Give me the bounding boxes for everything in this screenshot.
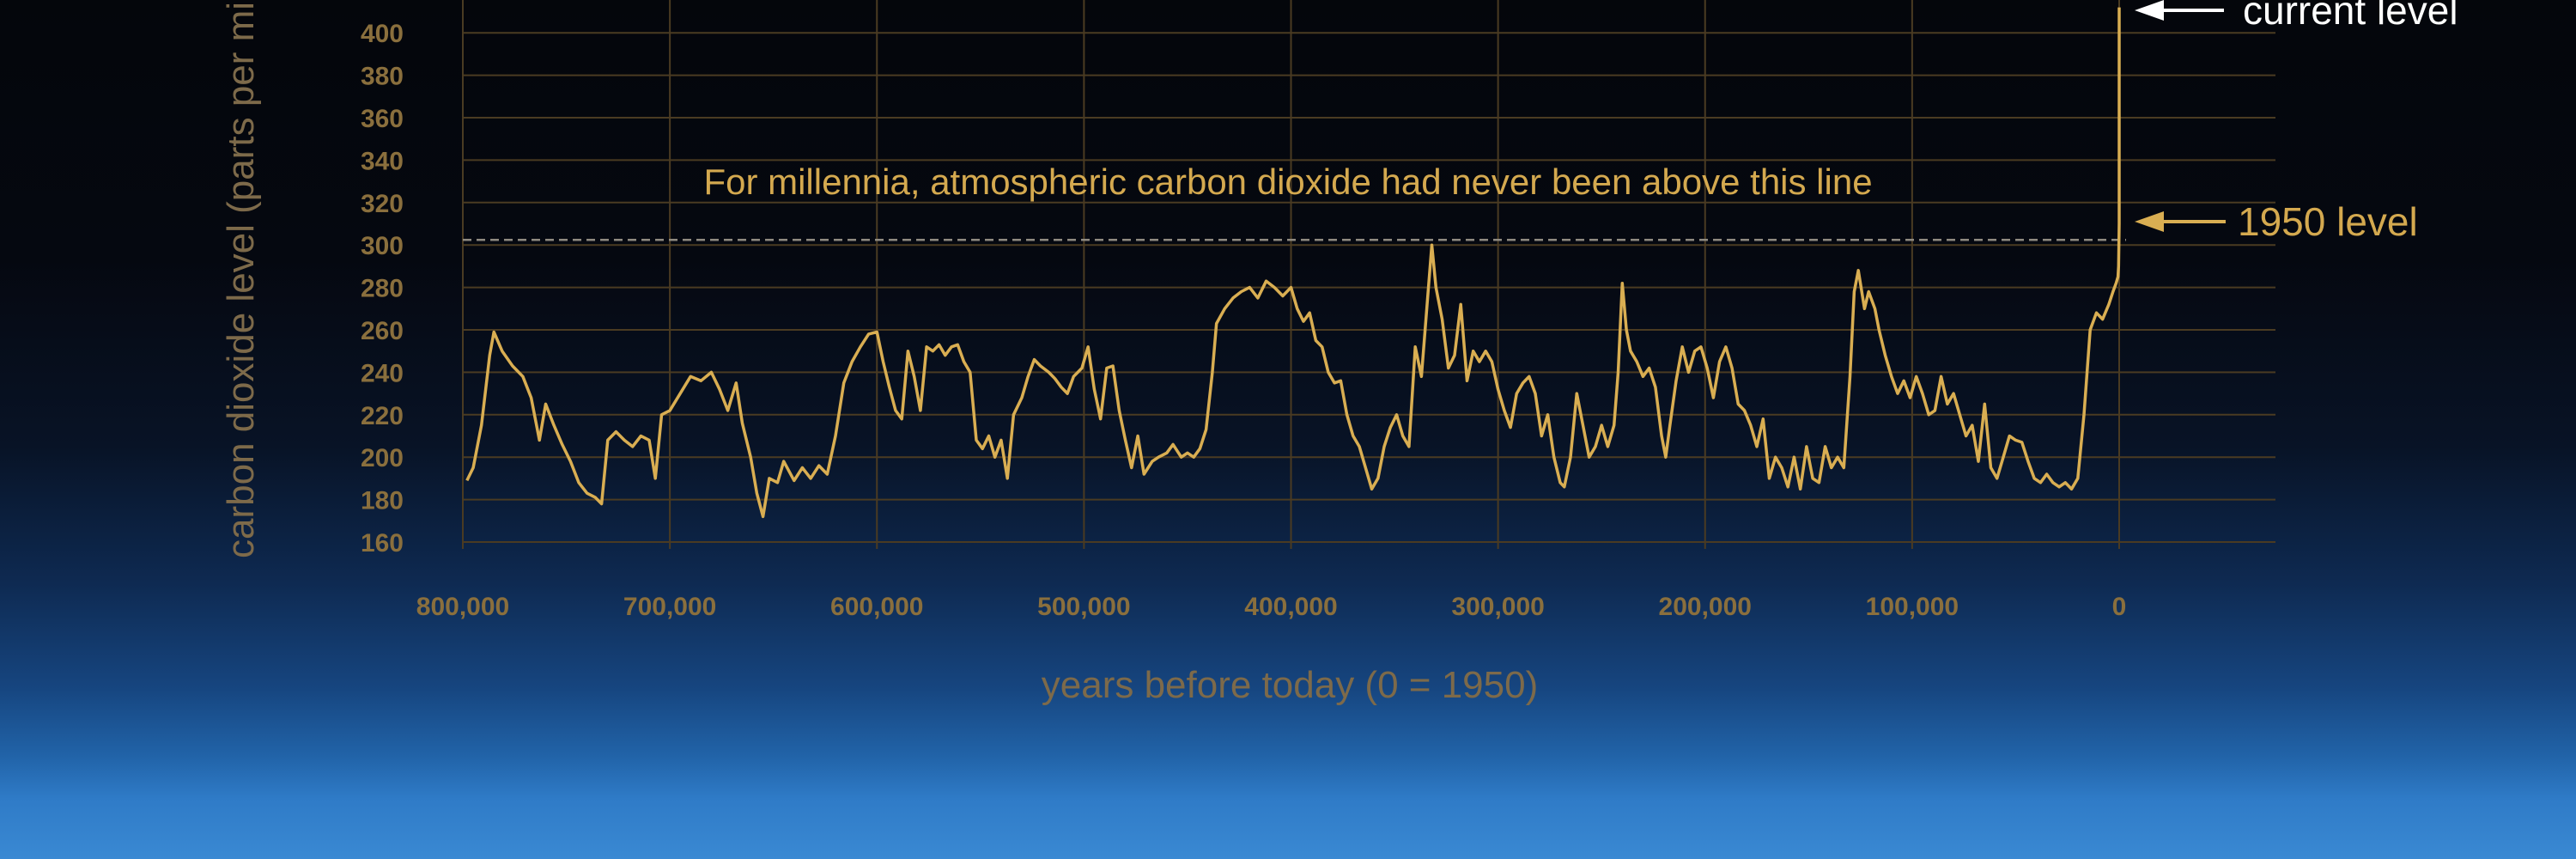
- y-tick-label: 380: [361, 63, 404, 91]
- grid: [462, 0, 2275, 549]
- x-tick-label: 300,000: [1451, 593, 1544, 621]
- y-tick-label: 340: [361, 147, 404, 175]
- reference-line-label: For millennia, atmospheric carbon dioxid…: [703, 161, 1872, 202]
- level-1950-arrow-icon: [2135, 211, 2164, 232]
- y-tick-label: 300: [361, 232, 404, 260]
- y-tick-label: 360: [361, 105, 404, 133]
- x-tick-label: 0: [2112, 593, 2127, 621]
- y-tick-label: 200: [361, 444, 404, 472]
- y-tick-label: 240: [361, 359, 404, 387]
- co2-series-line: [465, 7, 2121, 519]
- level-1950-label: 1950 level: [2238, 199, 2418, 244]
- current-level-arrow-icon: [2135, 0, 2164, 21]
- x-tick-label: 500,000: [1037, 593, 1130, 621]
- x-tick-label: 100,000: [1866, 593, 1959, 621]
- x-tick-label: 600,000: [830, 593, 923, 621]
- y-tick-label: 320: [361, 190, 404, 218]
- x-tick-label: 200,000: [1659, 593, 1752, 621]
- x-tick-label: 800,000: [416, 593, 509, 621]
- y-tick-label: 160: [361, 529, 404, 557]
- x-tick-label: 700,000: [623, 593, 716, 621]
- y-tick-label: 220: [361, 402, 404, 430]
- y-tick-label: 260: [361, 317, 404, 345]
- y-axis-ticks: 160 180 200 220 240 260 280 300 320 340 360 380 400: [361, 20, 404, 557]
- x-tick-label: 400,000: [1244, 593, 1337, 621]
- y-tick-label: 400: [361, 20, 404, 48]
- level-1950-annotation: 1950 level: [2135, 199, 2418, 244]
- current-level-annotation: current level: [2135, 0, 2458, 33]
- y-axis-title: carbon dioxide level (parts per million): [220, 0, 262, 558]
- y-tick-label: 280: [361, 275, 404, 303]
- x-axis-title: years before today (0 = 1950): [1042, 664, 1538, 706]
- x-axis-ticks: 800,000 700,000 600,000 500,000 400,000 300,0…: [416, 593, 2127, 621]
- y-tick-label: 180: [361, 487, 404, 515]
- current-level-label: current level: [2243, 0, 2458, 33]
